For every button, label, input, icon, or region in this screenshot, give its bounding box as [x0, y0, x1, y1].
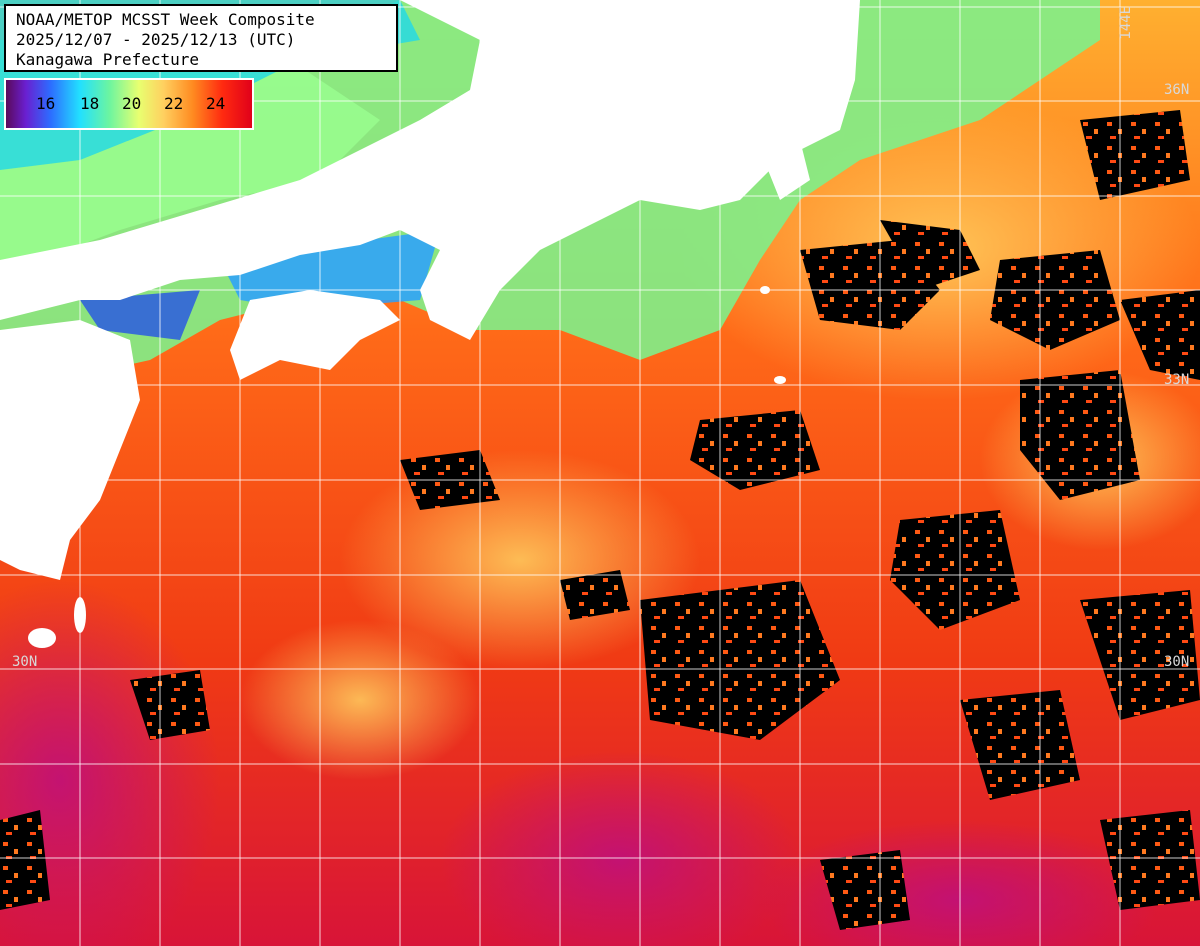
- legend-tick-24: 24: [206, 94, 226, 113]
- land-honshu: [0, 0, 860, 340]
- legend-tick-20: 20: [122, 94, 142, 113]
- lat-label-36n-right: 36N: [1164, 82, 1190, 98]
- cloud-mask: [0, 110, 1200, 930]
- lat-label-30n-right: 30N: [1164, 654, 1190, 670]
- land-shikoku: [230, 290, 400, 380]
- land-island: [28, 628, 56, 648]
- title-line-1: NOAA/METOP MCSST Week Composite: [16, 10, 315, 29]
- lat-label-30n-left: 30N: [12, 654, 38, 670]
- color-legend: 16 18 20 22 24: [4, 78, 254, 130]
- title-line-2: 2025/12/07 - 2025/12/13 (UTC): [16, 30, 296, 49]
- land-boso: [760, 140, 810, 200]
- title-line-3: Kanagawa Prefecture: [16, 50, 200, 69]
- title-box: NOAA/METOP MCSST Week Composite 2025/12/…: [4, 4, 398, 72]
- legend-tick-16: 16: [36, 94, 56, 113]
- legend-tick-22: 22: [164, 94, 184, 113]
- lat-label-33n-right: 33N: [1164, 372, 1190, 388]
- lon-label-144e: 144E: [1118, 6, 1134, 40]
- legend-tick-18: 18: [80, 94, 100, 113]
